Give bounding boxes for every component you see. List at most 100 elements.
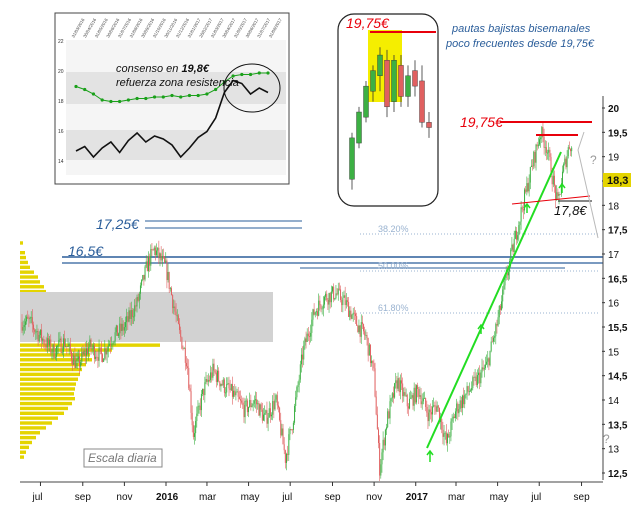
candle-body <box>428 409 430 422</box>
candle-body <box>510 249 512 261</box>
candle-body <box>389 401 391 419</box>
candle-body <box>381 452 383 465</box>
candle-body <box>333 286 335 300</box>
candle-body <box>514 230 516 239</box>
inset-candle-body <box>426 122 432 128</box>
candle-body <box>506 272 508 276</box>
candle-body <box>154 247 156 256</box>
candle-body <box>369 344 371 364</box>
candle-body <box>46 338 48 348</box>
last-price-label: 18,3 <box>607 175 628 187</box>
scale-label: Escala diaria <box>88 451 157 465</box>
candle-body <box>53 344 55 358</box>
candle-body <box>320 305 322 309</box>
candle-body <box>390 398 392 402</box>
candle-body <box>208 379 210 381</box>
volume-bar <box>20 377 78 381</box>
candle-body <box>194 433 195 437</box>
x-tick-label: sep <box>324 492 341 503</box>
candle-body <box>468 390 470 392</box>
trend-arrows <box>426 182 566 462</box>
candle-body <box>483 367 485 370</box>
inset-candle-body <box>370 70 376 92</box>
consensus-y-label: 16 <box>58 129 64 135</box>
candle-body <box>364 331 366 336</box>
candle-body <box>265 410 267 414</box>
candle-body <box>470 390 471 392</box>
candle-body <box>108 344 110 346</box>
consensus-dot <box>144 96 148 101</box>
candle-body <box>559 194 561 195</box>
candle-body <box>471 388 473 391</box>
candle-body <box>537 144 539 147</box>
candle-body <box>516 230 517 240</box>
candle-body <box>566 156 568 168</box>
candle-body <box>426 406 428 413</box>
candle-body <box>438 407 440 423</box>
candle-body <box>259 404 261 416</box>
candle-body <box>349 310 351 317</box>
candle-body <box>341 299 343 306</box>
candle-body <box>49 339 51 346</box>
consensus-circle <box>223 63 281 113</box>
candle-body <box>84 350 86 356</box>
candle-body <box>242 402 244 406</box>
candle-body <box>198 405 200 407</box>
x-tick-label: nov <box>366 492 382 503</box>
candle-body <box>251 405 253 407</box>
candle-body <box>106 350 108 355</box>
question-mark-upper: ? <box>590 153 597 167</box>
candle-body <box>488 358 490 366</box>
candle-body <box>411 395 413 398</box>
candle-body <box>83 350 85 355</box>
candle-body <box>164 257 166 263</box>
candle-body <box>275 395 277 400</box>
candle-body <box>542 127 544 137</box>
candle-body <box>294 405 296 423</box>
candle-body <box>529 166 531 183</box>
candle-body <box>26 316 28 322</box>
candle-body <box>135 305 137 307</box>
candle-body <box>304 338 306 346</box>
x-tick-label: jul <box>31 492 42 503</box>
candle-body <box>69 343 71 352</box>
candle-body <box>35 331 37 333</box>
candle-body <box>254 399 256 401</box>
candle-body <box>191 412 193 426</box>
candle-body <box>175 311 177 316</box>
candle-body <box>180 330 182 338</box>
candle-body <box>374 368 376 397</box>
x-tick-label: jul <box>281 492 292 503</box>
candle-body <box>496 324 498 326</box>
candle-body <box>290 429 292 430</box>
candle-body <box>96 356 98 358</box>
candle-body <box>291 429 293 431</box>
consensus-dot <box>74 84 78 89</box>
candle-body <box>150 249 152 266</box>
candle-body <box>448 433 450 438</box>
candle-body <box>189 388 191 392</box>
candle-body <box>115 325 117 333</box>
candle-body <box>534 151 536 163</box>
consensus-dot <box>196 93 200 98</box>
candle-body <box>417 385 419 389</box>
candle-body <box>403 392 405 397</box>
candle-body <box>511 244 513 250</box>
candle-body <box>169 288 171 290</box>
candle-body <box>344 295 346 306</box>
candle-body <box>31 317 33 325</box>
candle-body <box>54 356 56 358</box>
candle-body <box>245 400 247 402</box>
candle-body <box>305 338 307 342</box>
candle-body <box>210 372 212 381</box>
consensus-dot <box>152 95 157 99</box>
candle-body <box>127 316 129 322</box>
candle-body <box>478 372 480 376</box>
candle-body <box>133 316 135 318</box>
candle-body <box>380 464 382 476</box>
candle-body <box>222 379 224 386</box>
candle-body <box>392 393 394 398</box>
consensus-dot <box>170 93 174 98</box>
candle-body <box>447 433 448 444</box>
candle-body <box>519 221 521 226</box>
